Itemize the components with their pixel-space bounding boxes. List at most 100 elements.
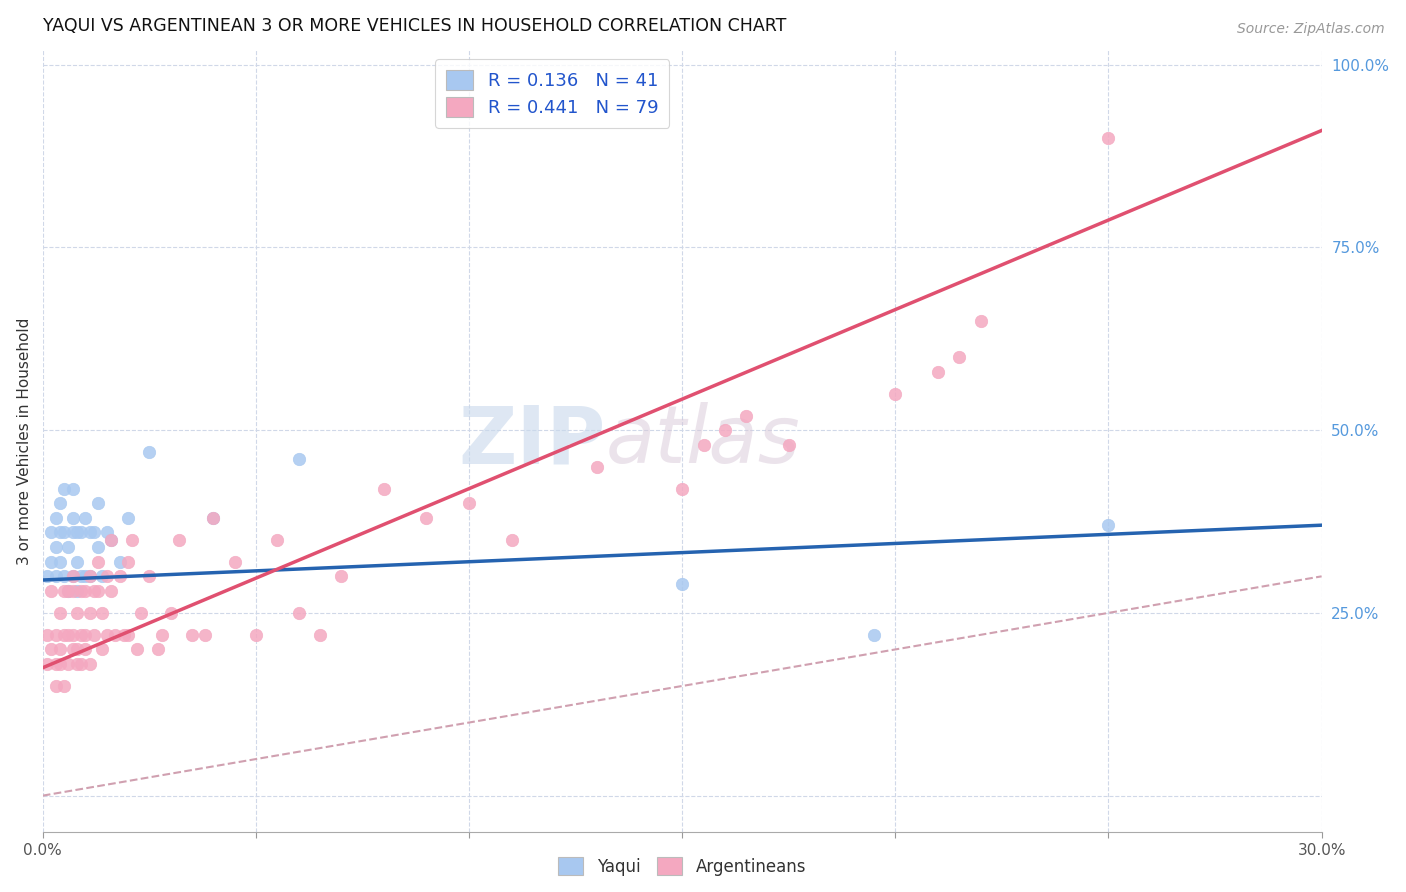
Point	[53, 584, 76, 599]
Point	[62, 511, 84, 525]
Text: Source: ZipAtlas.com: Source: ZipAtlas.com	[1237, 22, 1385, 37]
Point	[53, 569, 76, 583]
Point	[245, 628, 267, 642]
Point	[117, 628, 139, 642]
Point	[159, 606, 181, 620]
Point	[35, 628, 58, 642]
Point	[138, 445, 160, 459]
Point	[287, 606, 309, 620]
Point	[66, 525, 89, 540]
Point	[75, 642, 97, 657]
Point	[75, 569, 97, 583]
Point	[58, 540, 80, 554]
Point	[287, 452, 309, 467]
Point	[66, 555, 89, 569]
Point	[39, 642, 62, 657]
Point	[45, 679, 67, 693]
Point	[181, 628, 204, 642]
Point	[83, 628, 105, 642]
Point	[96, 569, 118, 583]
Point	[146, 642, 169, 657]
Point	[58, 584, 80, 599]
Point	[62, 525, 84, 540]
Point	[35, 569, 58, 583]
Point	[96, 525, 118, 540]
Point	[66, 584, 89, 599]
Point	[125, 642, 148, 657]
Point	[194, 628, 217, 642]
Point	[58, 657, 80, 671]
Point	[1097, 518, 1119, 533]
Y-axis label: 3 or more Vehicles in Household: 3 or more Vehicles in Household	[17, 318, 32, 565]
Point	[87, 496, 110, 510]
Point	[91, 642, 114, 657]
Point	[70, 584, 93, 599]
Point	[884, 386, 907, 401]
Point	[45, 569, 67, 583]
Point	[735, 409, 758, 423]
Point	[79, 657, 101, 671]
Point	[692, 438, 714, 452]
Point	[45, 628, 67, 642]
Point	[62, 628, 84, 642]
Point	[49, 657, 72, 671]
Point	[150, 628, 173, 642]
Point	[91, 606, 114, 620]
Point	[79, 569, 101, 583]
Point	[62, 569, 84, 583]
Point	[100, 533, 122, 547]
Point	[87, 584, 110, 599]
Point	[87, 555, 110, 569]
Point	[1097, 131, 1119, 145]
Point	[49, 555, 72, 569]
Text: YAQUI VS ARGENTINEAN 3 OR MORE VEHICLES IN HOUSEHOLD CORRELATION CHART: YAQUI VS ARGENTINEAN 3 OR MORE VEHICLES …	[42, 17, 786, 35]
Point	[108, 569, 131, 583]
Point	[58, 584, 80, 599]
Text: atlas: atlas	[606, 402, 800, 480]
Point	[330, 569, 353, 583]
Point	[66, 642, 89, 657]
Point	[112, 628, 135, 642]
Point	[415, 511, 437, 525]
Point	[501, 533, 523, 547]
Point	[75, 628, 97, 642]
Point	[45, 657, 67, 671]
Point	[70, 628, 93, 642]
Point	[45, 540, 67, 554]
Point	[671, 482, 693, 496]
Point	[53, 679, 76, 693]
Point	[714, 423, 737, 437]
Point	[66, 657, 89, 671]
Point	[79, 569, 101, 583]
Point	[70, 569, 93, 583]
Point	[138, 569, 160, 583]
Point	[91, 569, 114, 583]
Point	[45, 511, 67, 525]
Point	[75, 584, 97, 599]
Point	[167, 533, 190, 547]
Point	[49, 525, 72, 540]
Point	[96, 628, 118, 642]
Point	[108, 555, 131, 569]
Point	[927, 365, 949, 379]
Point	[202, 511, 225, 525]
Point	[969, 313, 991, 327]
Point	[117, 511, 139, 525]
Point	[62, 482, 84, 496]
Text: ZIP: ZIP	[458, 402, 606, 480]
Point	[62, 584, 84, 599]
Point	[117, 555, 139, 569]
Point	[35, 657, 58, 671]
Point	[62, 569, 84, 583]
Point	[121, 533, 143, 547]
Point	[948, 350, 970, 364]
Point	[104, 628, 127, 642]
Point	[49, 496, 72, 510]
Point	[373, 482, 395, 496]
Point	[39, 525, 62, 540]
Point	[83, 525, 105, 540]
Point	[58, 628, 80, 642]
Point	[100, 584, 122, 599]
Point	[49, 642, 72, 657]
Point	[79, 606, 101, 620]
